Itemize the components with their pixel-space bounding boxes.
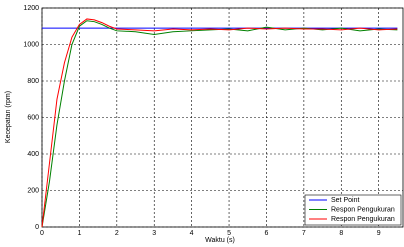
x-axis-label: Waktu (s): [205, 237, 235, 244]
y-tick-label: 1200: [23, 5, 39, 12]
legend-label: Respon Pengukuran: [331, 206, 395, 213]
y-tick-label: 200: [27, 187, 39, 194]
x-tick-label: 1: [77, 230, 81, 237]
legend-label: Set Point: [331, 197, 359, 204]
x-tick-label: 2: [115, 230, 119, 237]
legend-label: Respon Pengukuran: [331, 216, 395, 223]
x-tick-label: 4: [190, 230, 194, 237]
y-tick-label: 400: [27, 151, 39, 158]
x-tick-label: 3: [152, 230, 156, 237]
x-tick-label: 5: [227, 230, 231, 237]
y-tick-label: 800: [27, 78, 39, 85]
y-tick-label: 1000: [23, 41, 39, 48]
x-tick-label: 6: [265, 230, 269, 237]
y-axis-label: Kecepatan (rpm): [5, 91, 12, 143]
x-tick-label: 8: [339, 230, 343, 237]
x-tick-label: 9: [377, 230, 381, 237]
chart: Waktu (s) Kecepatan (rpm) 0 200 400 600 800 1…: [0, 0, 404, 247]
x-tick-label: 7: [302, 230, 306, 237]
x-tick-label: 0: [40, 230, 44, 237]
y-tick-label: 0: [35, 224, 39, 231]
y-tick-label: 600: [27, 114, 39, 121]
